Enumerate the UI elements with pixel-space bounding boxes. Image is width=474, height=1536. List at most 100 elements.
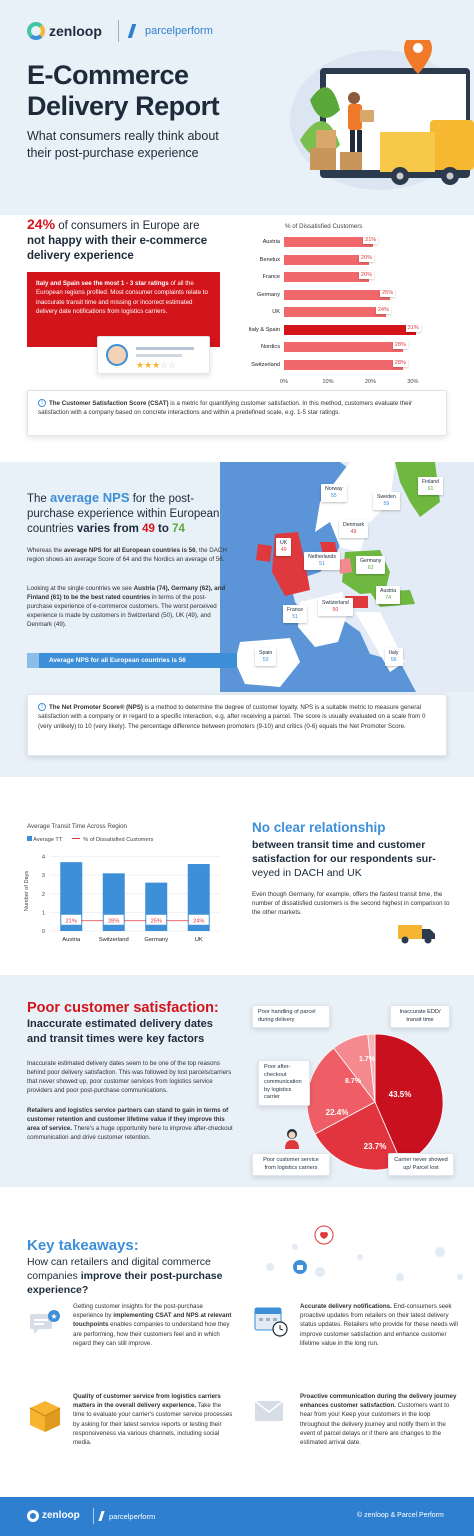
package-icon <box>29 1401 61 1432</box>
s3-headline: between transit time and customer satisf… <box>252 838 462 880</box>
pie-slice-label: 8.7% <box>345 1078 362 1085</box>
bar-row: Switzerland 28% <box>246 358 446 372</box>
bar-value-label: 24% <box>375 306 392 314</box>
bar-row: Germany 25% <box>246 288 446 302</box>
dissatisfied-label: 21% <box>65 918 77 924</box>
callout-carrier: Carrier never showed up/ Parcel lost <box>388 1153 454 1177</box>
legend-swatch-dis <box>71 838 80 839</box>
bar <box>284 289 391 300</box>
s2-headline-line3a: countries <box>27 523 77 535</box>
bar-label: Italy & Spain <box>248 326 280 333</box>
kt1-a: Getting customer insights for the post-p… <box>73 1303 204 1320</box>
legend-tt: Average TT <box>33 837 63 843</box>
map-label-name: Norway <box>325 486 343 492</box>
s2-headline-74: 74 <box>172 523 185 535</box>
callout-handling: Poor handling of parcel during delivery <box>252 1005 330 1029</box>
map-label-netherlands: Netherlands 51 <box>304 552 340 570</box>
kt-title: Key takeaways: <box>27 1237 139 1254</box>
review-line <box>136 347 194 350</box>
review-card: ★★★☆☆ <box>97 336 210 374</box>
s2-headline-line2: purchase experience within European <box>27 508 220 520</box>
kt4-b: Proactive communication during the deliv… <box>300 1393 457 1410</box>
map-label-name: France <box>287 607 304 613</box>
s2-headline: The average NPS for the post- purchase e… <box>27 490 237 537</box>
y-tick-label: 0 <box>42 929 45 935</box>
bar-value-label: 28% <box>392 358 408 367</box>
map-label-value: 51 <box>292 614 298 620</box>
s2-p2a: Looking at the single countries we see <box>27 585 134 592</box>
map-label-finland: Finland 61 <box>418 477 444 495</box>
map-label-name: Italy <box>389 650 399 656</box>
map-label-value: 62 <box>367 565 374 571</box>
s1-chart-title: % of Dissatisfied Customers <box>285 223 363 230</box>
s1-headline-line3: delivery experience <box>27 250 134 262</box>
dissatisfied-label: 28% <box>108 918 120 924</box>
transit-bar <box>60 862 83 931</box>
bar-row: Benelux 20% <box>246 253 446 267</box>
nps-bold: The Net Promoter Score® (NPS) <box>49 704 143 711</box>
bar-row: UK 24% <box>246 305 446 319</box>
csat-text: is a metric for quantifying customer sat… <box>38 400 413 417</box>
footer-logo1: zenloop <box>42 1510 80 1521</box>
footer: zenloop parcelperform © zenloop & Parcel… <box>0 1497 474 1536</box>
map-label-spain: Spain 53 <box>255 648 277 666</box>
s2-p1a: Whereas the <box>27 547 64 554</box>
person-icon <box>285 1129 299 1149</box>
s4-headline-line1: Poor customer satisfaction: <box>27 1000 219 1016</box>
map-label-uk: UK 49 <box>276 538 292 556</box>
red-box-text: of all the European regions profiled. Mo… <box>36 280 208 316</box>
map-label-name: Sweden <box>377 494 396 500</box>
nps-text: is a method to determine the degree of c… <box>38 704 426 730</box>
s1-headline-line2: not happy with their e-commerce <box>27 235 208 247</box>
footer-zenloop-logo <box>27 1510 39 1522</box>
poor-satisfaction-section: Poor customer satisfaction: Inaccurate e… <box>0 975 474 1187</box>
y-tick-label: 4 <box>42 855 45 861</box>
pie-slice-label: 22.4% <box>326 1108 349 1117</box>
key-takeaways-section: Key takeaways: How can retailers and dig… <box>0 1187 474 1497</box>
kt3-c: End-consumers seek proactive updates fro… <box>300 1303 458 1347</box>
pie-slice <box>374 1033 444 1165</box>
pie-slice <box>367 1033 376 1103</box>
bar-value-label: 20% <box>358 253 375 262</box>
map-label-name: UK <box>280 540 288 546</box>
kt3-b: Accurate delivery notifications. <box>300 1303 392 1310</box>
bar <box>284 359 403 370</box>
map-label-value: 59 <box>383 501 390 507</box>
red-box-bold: Italy and Spain see the most 1 - 3 star … <box>36 280 169 287</box>
map-label-value: 53 <box>262 657 269 663</box>
kt2-c: Take the time to evaluate your carrier's… <box>73 1402 233 1447</box>
s2-headline-b: average NPS <box>50 490 130 505</box>
s3-transit-chart: 0 1 2 3 4 Number of Days Austria Switzerland Ger… <box>24 855 220 943</box>
bar-value-label: 28% <box>392 341 408 349</box>
map-label-name: Denmark <box>343 522 365 528</box>
map-label-name: Spain <box>259 650 273 656</box>
s4-pie-chart: 43.5% 23.7% 22.4% 8.7% 1.7% <box>306 1033 444 1171</box>
pie-slice-label: 1.7% <box>359 1056 376 1063</box>
envelope-icon <box>254 1400 284 1421</box>
s2-headline-a: The <box>27 493 51 505</box>
legend-swatch-tt <box>27 836 32 841</box>
kt-takeaway-1: Getting customer insights for the post-p… <box>73 1302 233 1348</box>
kt-takeaway-2: Quality of customer service from logisti… <box>73 1392 233 1447</box>
s4-p2-bold: Retailers and logistics service partners… <box>27 1107 229 1132</box>
chat-star-icon: ★ <box>30 1310 60 1334</box>
kt4-c: Customers want to hear from you! Keep yo… <box>300 1402 450 1447</box>
red-info-box: Italy and Spain see the most 1 - 3 star … <box>27 272 220 347</box>
nps-average-banner: Average NPS for all European countries i… <box>27 653 237 668</box>
bar <box>284 272 369 282</box>
s2-headline-line3b: varies from <box>76 523 143 535</box>
x-tick-label: 30% <box>407 379 419 385</box>
bar-value-label: 25% <box>380 288 396 297</box>
map-label-value: 51 <box>319 561 325 567</box>
x-tick-label: UK <box>195 937 203 943</box>
zenloop-logo-text: zenloop <box>49 23 102 39</box>
s3-h3: satisfaction for our respondents sur- <box>252 853 436 865</box>
map-label-value: 56 <box>390 657 397 663</box>
s1-headline: 24% of consumers in Europe are not happy… <box>27 217 242 264</box>
map-label-germany: Germany 62 <box>356 556 386 574</box>
x-tick-label: 20% <box>364 379 377 385</box>
s1-headline-rest: of consumers in Europe are <box>55 220 200 232</box>
footer-parcelperform-icon <box>98 1511 108 1521</box>
csat-bold: The Customer Satisfaction Score (CSAT) <box>49 400 169 407</box>
bar-label: Switzerland <box>251 361 280 368</box>
